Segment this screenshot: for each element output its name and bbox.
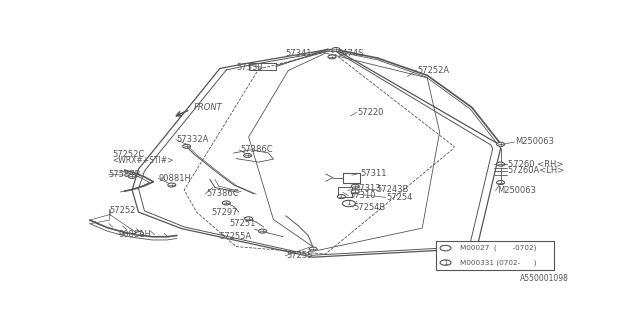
Circle shape [332,47,340,52]
Text: 90881H: 90881H [158,174,191,183]
Text: 57341: 57341 [285,49,312,58]
Circle shape [328,55,336,59]
Text: 57587B: 57587B [109,170,141,179]
Text: 57254B: 57254B [354,203,386,212]
Text: 1: 1 [347,201,351,206]
Text: 57297: 57297 [211,208,238,217]
Text: FRONT: FRONT [194,103,223,112]
Text: M00027  (       -0702): M00027 ( -0702) [460,245,536,251]
Text: 57313: 57313 [355,184,381,193]
Circle shape [244,217,253,221]
Text: 57252: 57252 [110,206,136,215]
Text: 57386C: 57386C [240,145,273,154]
Circle shape [182,144,191,148]
Text: 57255: 57255 [286,251,313,260]
Circle shape [497,142,504,146]
Text: 57310: 57310 [349,191,376,200]
Text: 57260 <RH>: 57260 <RH> [508,160,563,169]
FancyBboxPatch shape [436,241,554,270]
Text: 57243B: 57243B [376,185,409,194]
Circle shape [351,190,359,194]
Text: 57254: 57254 [387,193,413,202]
Text: <WRX#+STI#>: <WRX#+STI#> [112,156,173,165]
Circle shape [497,180,504,185]
Text: 57252A: 57252A [417,66,449,75]
Text: 57255A: 57255A [220,232,252,241]
Text: 0474S: 0474S [338,49,364,58]
Circle shape [222,201,230,205]
Text: 57252C: 57252C [112,150,145,159]
Text: 90881H: 90881H [118,230,152,239]
Circle shape [342,200,355,207]
Circle shape [440,260,451,265]
Circle shape [440,245,451,251]
Circle shape [309,247,317,251]
Circle shape [351,184,359,188]
Circle shape [244,154,252,157]
Text: A550001098: A550001098 [520,274,568,283]
Text: 57220: 57220 [358,108,384,117]
Text: 57251: 57251 [230,219,256,228]
Text: 57330: 57330 [236,63,262,72]
Text: 57311: 57311 [360,169,387,178]
Text: M250063: M250063 [515,137,554,146]
Text: 1: 1 [444,260,448,266]
Circle shape [497,162,504,166]
Circle shape [128,174,136,178]
Circle shape [168,183,176,187]
Circle shape [136,232,143,236]
Circle shape [259,229,266,233]
Text: M250063: M250063 [497,186,536,195]
Text: M000331 (0702-      ): M000331 (0702- ) [460,259,536,266]
Text: 57386C: 57386C [207,189,239,198]
Circle shape [337,195,346,198]
Text: 57260A<LH>: 57260A<LH> [508,166,565,175]
Text: 57332A: 57332A [177,135,209,144]
